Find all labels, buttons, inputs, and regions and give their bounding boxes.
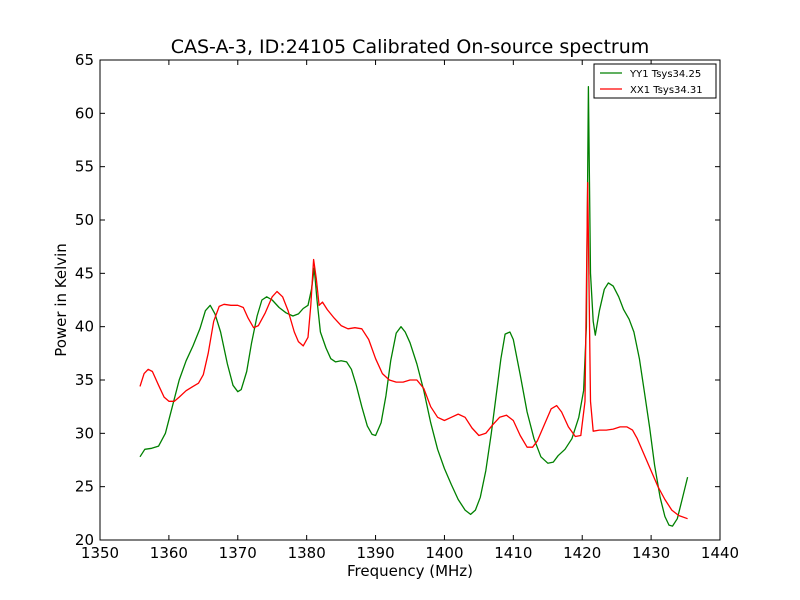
plot-area bbox=[99, 59, 721, 541]
y-tick-label: 20 bbox=[75, 531, 94, 549]
x-tick-label: 1410 bbox=[494, 544, 532, 562]
x-axis: 1350 1360 1370 1380 1390 1400 1410 1420 1430 1440 bbox=[81, 60, 739, 562]
series-lines bbox=[139, 86, 689, 527]
y-tick-label: 45 bbox=[75, 264, 94, 282]
y-tick-label: 35 bbox=[75, 371, 94, 389]
x-tick-label: 1370 bbox=[219, 544, 257, 562]
y-tick-label: 50 bbox=[75, 211, 94, 229]
x-tick-label: 1420 bbox=[563, 544, 601, 562]
x-tick-label: 1400 bbox=[425, 544, 463, 562]
x-tick-label: 1440 bbox=[701, 544, 739, 562]
series-line-0 bbox=[139, 86, 689, 527]
y-tick-label: 65 bbox=[75, 51, 94, 69]
legend-label-yy1: YY1 Tsys34.25 bbox=[629, 69, 701, 80]
legend-label-xx1: XX1 Tsys34.31 bbox=[630, 85, 703, 96]
chart-title: CAS-A-3, ID:24105 Calibrated On-source s… bbox=[171, 36, 650, 58]
x-tick-label: 1390 bbox=[356, 544, 394, 562]
y-tick-label: 40 bbox=[75, 318, 94, 336]
x-axis-label: Frequency (MHz) bbox=[347, 562, 473, 580]
series-line-1 bbox=[139, 182, 688, 520]
y-tick-label: 30 bbox=[75, 424, 94, 442]
plot-frame bbox=[99, 59, 721, 541]
y-tick-label: 25 bbox=[75, 478, 94, 496]
x-tick-label: 1430 bbox=[632, 544, 670, 562]
x-tick-label: 1350 bbox=[81, 544, 119, 562]
y-tick-label: 60 bbox=[75, 104, 94, 122]
legend-box bbox=[593, 63, 717, 99]
y-axis: 20 25 30 35 40 45 50 55 60 65 bbox=[75, 51, 720, 549]
y-tick-label: 55 bbox=[75, 158, 94, 176]
x-tick-label: 1380 bbox=[288, 544, 326, 562]
legend: YY1 Tsys34.25 XX1 Tsys34.31 bbox=[593, 63, 717, 99]
y-axis-label: Power in Kelvin bbox=[52, 243, 70, 357]
x-tick-label: 1360 bbox=[150, 544, 188, 562]
